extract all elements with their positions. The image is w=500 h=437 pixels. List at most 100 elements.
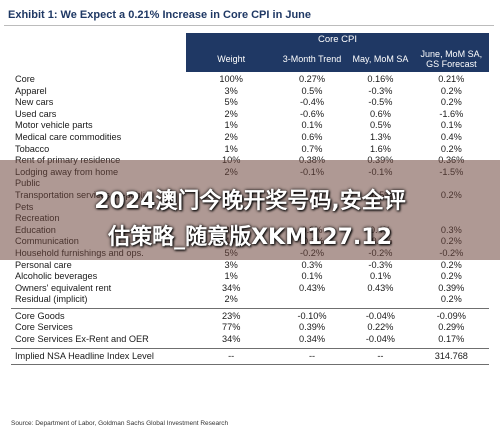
row-value: 0.1% — [440, 120, 462, 131]
table-row: New cars 5% -0.4% -0.5% 0.2% — [11, 97, 489, 109]
row-value: 0.17% — [438, 334, 465, 345]
row-value: -- — [228, 350, 235, 361]
row-label: Core Goods — [15, 310, 65, 321]
row-value: 100% — [219, 74, 243, 84]
row-value: 0.7% — [301, 143, 323, 154]
header-june: June, MoM SA, GS Forecast — [420, 49, 483, 69]
row-value: 1% — [224, 143, 238, 154]
row-value: 0.43% — [298, 282, 326, 293]
watermark-line2: 估策略_随意版XKM127.12 — [108, 225, 392, 250]
row-value: -0.04% — [365, 310, 395, 321]
table-row: Alcoholic beverages 1% 0.1% 0.1% 0.2% — [11, 271, 489, 283]
table-row: Personal care 3% 0.3% -0.3% 0.2% — [11, 260, 489, 272]
row-value: -0.10% — [297, 310, 327, 321]
row-value: 0.6% — [369, 108, 391, 119]
row-value: 0.21% — [438, 74, 465, 84]
header-may: May, MoM SA — [352, 54, 409, 64]
row-value: 0.16% — [367, 74, 394, 84]
table-row: Motor vehicle parts 1% 0.1% 0.5% 0.1% — [11, 120, 489, 132]
row-value: 0.6% — [301, 131, 323, 142]
row-value: 0.5% — [301, 85, 323, 96]
table-row: Owners' equivalent rent 34% 0.43% 0.43% 0.39… — [11, 283, 489, 295]
row-label: Residual (implicit) — [15, 294, 88, 305]
row-value: 0.29% — [438, 322, 465, 333]
row-value: 0.4% — [440, 131, 462, 142]
implied-row: Implied NSA Headline Index Level -- -- -- 31… — [11, 349, 489, 363]
row-value: 0.1% — [369, 271, 391, 282]
row-value — [347, 294, 413, 306]
row-value: 0.27% — [298, 74, 326, 84]
row-value: -- — [377, 350, 384, 361]
table-row: Medical care commodities 2% 0.6% 1.3% 0.4% — [11, 132, 489, 144]
table-row: Core Services Ex-Rent and OER 34% 0.34% -0.… — [11, 334, 489, 346]
row-label: Personal care — [15, 259, 72, 270]
row-label: Core Services — [15, 322, 73, 333]
row-value: 1% — [224, 271, 238, 282]
row-label: New cars — [15, 97, 54, 108]
table-row: Core Services 77% 0.39% 0.22% 0.29% — [11, 322, 489, 334]
row-value: 2% — [224, 131, 238, 142]
table-row: Residual (implicit) 2% 0.2% — [11, 294, 489, 306]
row-value: 0.39% — [298, 322, 326, 333]
row-label: Core — [15, 74, 35, 84]
row-value: 0.2% — [440, 85, 462, 96]
row-value: 0.34% — [298, 334, 326, 345]
row-value: 1.3% — [369, 131, 391, 142]
row-value: 0.2% — [440, 259, 462, 270]
watermark-line1: 2024澳门今晚开奖号码,安全评 — [94, 189, 406, 214]
header-group-label: Core CPI — [186, 33, 489, 46]
row-value: 2% — [224, 108, 238, 119]
row-label: Used cars — [15, 108, 57, 119]
row-label: Core Services Ex-Rent and OER — [15, 334, 149, 345]
core-rows: Core Goods 23% -0.10% -0.04% -0.09% Core Serv… — [11, 309, 489, 346]
row-value: 0.2% — [440, 97, 462, 108]
row-label: Medical care commodities — [15, 131, 122, 142]
header-group-row: Core CPI — [11, 33, 489, 46]
row-value: 314.768 — [434, 350, 468, 361]
row-value: 77% — [221, 322, 241, 333]
row-value: -- — [308, 350, 316, 361]
row-value: -1.6% — [439, 108, 464, 119]
row-value: -0.5% — [368, 97, 393, 108]
row-value: -0.09% — [436, 310, 466, 321]
table-row: Implied NSA Headline Index Level -- -- -- 31… — [11, 351, 489, 363]
row-value: 0.2% — [440, 271, 462, 282]
table-row: Core Goods 23% -0.10% -0.04% -0.09% — [11, 311, 489, 323]
row-value: 0.43% — [367, 282, 394, 293]
row-value: 0.39% — [438, 282, 465, 293]
row-value: 0.5% — [369, 120, 391, 131]
row-value: 0.2% — [440, 143, 462, 154]
row-label: Owners' equivalent rent — [15, 282, 112, 293]
row-value: 23% — [221, 310, 241, 321]
watermark-band — [0, 160, 500, 260]
row-label: Alcoholic beverages — [15, 271, 98, 282]
row-value — [277, 294, 347, 306]
row-label: Tobacco — [15, 143, 50, 154]
row-value: 0.1% — [301, 271, 323, 282]
source-note: Source: Department of Labor, Goldman Sac… — [11, 420, 229, 427]
row-value: 3% — [224, 85, 238, 96]
header-weight: Weight — [217, 54, 246, 64]
row-value: -0.6% — [299, 108, 324, 119]
header-3month: 3-Month Trend — [282, 54, 342, 64]
row-value: -0.4% — [299, 97, 324, 108]
row-value: 0.3% — [301, 259, 323, 270]
row-label: Implied NSA Headline Index Level — [15, 350, 154, 361]
row-label: Apparel — [15, 85, 47, 96]
row-value: 34% — [221, 334, 241, 345]
row-value: -0.3% — [368, 85, 393, 96]
row-value: 1.6% — [369, 143, 391, 154]
header-row: Weight 3-Month Trend May, MoM SA June, M… — [11, 46, 489, 72]
row-value: -0.3% — [368, 259, 393, 270]
row-value: 34% — [221, 282, 241, 293]
table-row: Core 100% 0.27% 0.16% 0.21% — [11, 74, 489, 86]
exhibit-title: Exhibit 1: We Expect a 0.21% Increase in… — [4, 4, 494, 26]
row-value: 3% — [224, 259, 238, 270]
row-value: 1% — [224, 120, 238, 131]
row-label: Motor vehicle parts — [15, 120, 93, 131]
row-value: 0.2% — [440, 294, 462, 305]
row-value: 5% — [224, 97, 238, 108]
table-row: Used cars 2% -0.6% 0.6% -1.6% — [11, 109, 489, 121]
row-value: 0.22% — [367, 322, 394, 333]
row-value: 2% — [224, 294, 238, 305]
